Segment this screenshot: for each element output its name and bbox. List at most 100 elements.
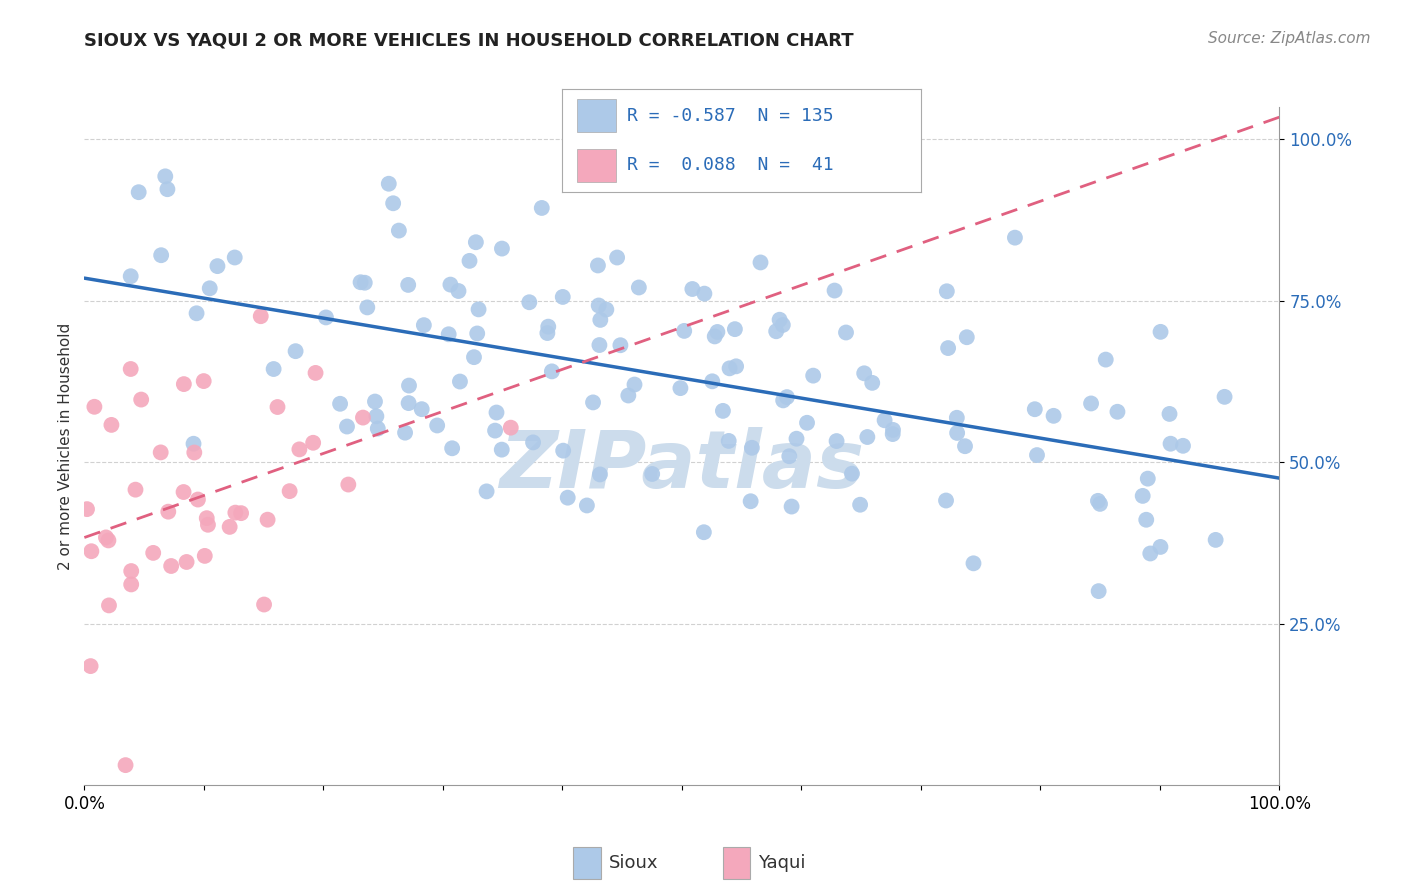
Point: [388, 224, 411, 238]
Point: [946, 410, 969, 425]
Point: [253, 598, 276, 612]
Point: [441, 442, 464, 456]
Point: [1136, 472, 1159, 486]
Point: [1080, 396, 1102, 410]
Point: [83, 400, 105, 414]
Point: [156, 182, 179, 196]
Point: [882, 427, 904, 442]
Point: [551, 290, 574, 304]
Point: [411, 402, 433, 417]
Point: [463, 350, 485, 364]
Point: [302, 435, 325, 450]
Point: [367, 421, 389, 435]
Point: [79, 659, 101, 673]
Point: [224, 506, 246, 520]
Point: [860, 376, 883, 390]
Point: [962, 557, 984, 571]
Point: [765, 324, 787, 338]
Point: [772, 318, 794, 332]
Point: [1087, 493, 1109, 508]
Point: [229, 506, 252, 520]
Point: [458, 253, 481, 268]
Point: [142, 546, 165, 560]
Point: [349, 275, 371, 289]
Point: [439, 277, 461, 292]
Point: [100, 417, 122, 432]
Point: [936, 341, 959, 355]
Point: [353, 276, 375, 290]
Point: [266, 400, 288, 414]
Y-axis label: 2 or more Vehicles in Household: 2 or more Vehicles in Household: [58, 322, 73, 570]
Point: [681, 282, 703, 296]
Point: [669, 381, 692, 395]
Point: [541, 364, 564, 378]
Text: R =  0.088  N =  41: R = 0.088 N = 41: [627, 156, 834, 174]
Point: [1107, 405, 1129, 419]
Point: [717, 434, 740, 448]
Point: [718, 361, 741, 376]
Point: [627, 280, 650, 294]
Point: [352, 410, 374, 425]
Point: [772, 393, 794, 408]
Point: [173, 485, 195, 500]
Point: [706, 325, 728, 339]
Point: [522, 435, 544, 450]
Point: [398, 378, 420, 392]
Point: [120, 577, 142, 591]
Point: [337, 477, 360, 491]
Point: [841, 467, 863, 481]
Point: [80, 544, 103, 558]
Point: [124, 483, 146, 497]
Point: [249, 309, 271, 323]
Point: [120, 269, 142, 284]
Point: [1205, 533, 1227, 547]
Point: [98, 599, 121, 613]
Point: [76, 502, 98, 516]
Point: [741, 441, 763, 455]
Point: [882, 423, 904, 437]
Text: Sioux: Sioux: [609, 854, 658, 872]
Point: [1149, 325, 1171, 339]
Point: [824, 284, 846, 298]
Point: [284, 344, 307, 359]
Point: [218, 520, 240, 534]
Point: [1213, 390, 1236, 404]
Point: [801, 368, 824, 383]
Point: [193, 374, 215, 388]
Text: Yaqui: Yaqui: [758, 854, 806, 872]
Point: [725, 359, 748, 374]
Point: [129, 392, 152, 407]
Point: [953, 439, 976, 453]
Point: [780, 500, 803, 514]
Point: [557, 491, 579, 505]
Point: [537, 319, 560, 334]
Point: [641, 467, 664, 481]
Point: [114, 758, 136, 772]
Point: [956, 330, 979, 344]
Point: [160, 559, 183, 574]
Point: [120, 362, 142, 376]
Point: [186, 306, 208, 320]
Point: [336, 419, 359, 434]
Point: [394, 425, 416, 440]
Bar: [723, 847, 751, 880]
Point: [499, 420, 522, 434]
Point: [1171, 439, 1194, 453]
Point: [849, 498, 872, 512]
Point: [589, 467, 612, 482]
Point: [198, 281, 221, 295]
Point: [873, 413, 896, 427]
Point: [530, 201, 553, 215]
Point: [1135, 513, 1157, 527]
Point: [176, 555, 198, 569]
Point: [97, 533, 120, 548]
Point: [449, 375, 471, 389]
Point: [1149, 540, 1171, 554]
Bar: [574, 847, 600, 880]
Point: [94, 530, 117, 544]
Text: Source: ZipAtlas.com: Source: ZipAtlas.com: [1208, 31, 1371, 46]
Point: [536, 326, 558, 340]
Point: [485, 405, 508, 419]
Point: [157, 505, 180, 519]
Point: [693, 286, 716, 301]
